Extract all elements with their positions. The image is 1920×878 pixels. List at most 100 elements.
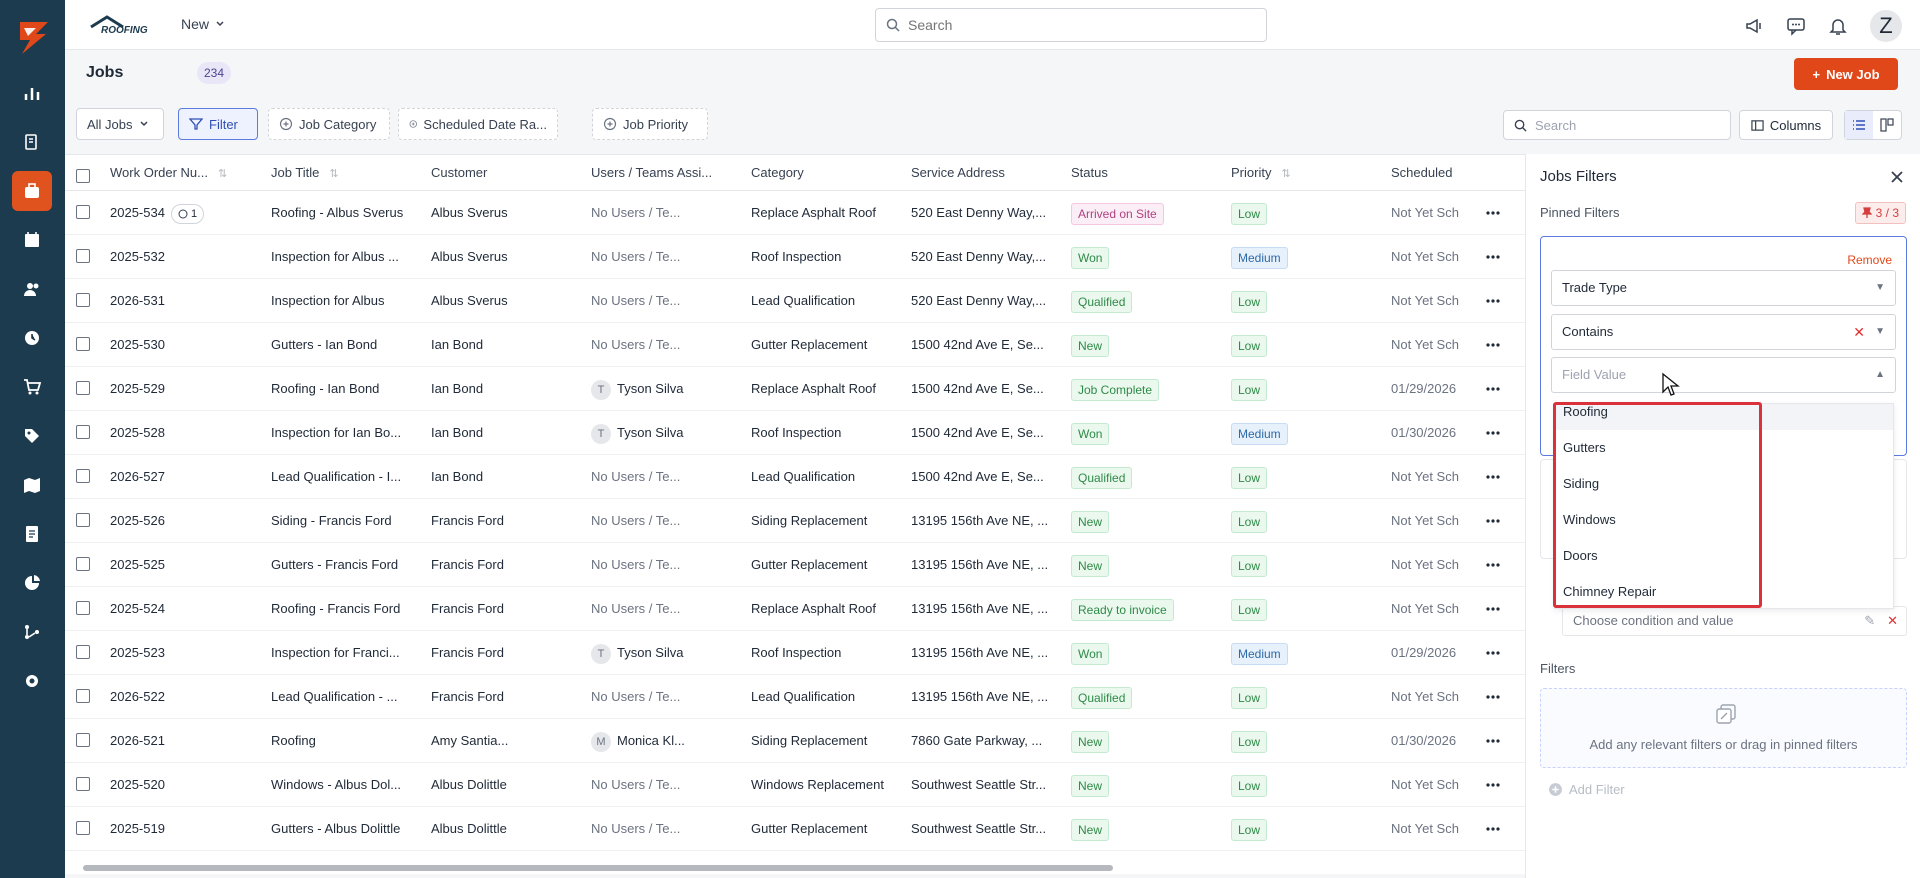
work-order-cell[interactable]: 2025-530	[110, 323, 260, 367]
customer-cell[interactable]: Amy Santia...	[431, 733, 509, 748]
dropdown-option[interactable]: Gutters	[1563, 440, 1606, 455]
rail-item-dashboard[interactable]	[12, 74, 52, 114]
job-title-cell[interactable]: Roofing - Ian Bond	[271, 381, 380, 396]
assigned-users-cell[interactable]: M Monica Kl...	[591, 719, 741, 763]
rail-item-cart[interactable]	[12, 367, 52, 407]
scheduled-date-filter-chip[interactable]: Scheduled Date Ra...	[398, 108, 558, 140]
row-checkbox[interactable]	[76, 557, 90, 571]
board-view-icon[interactable]	[1873, 111, 1901, 139]
row-actions-button[interactable]	[1483, 203, 1503, 223]
assigned-users-cell[interactable]: No Users / Te...	[591, 543, 741, 587]
customer-cell[interactable]: Albus Sverus	[431, 205, 508, 220]
table-row[interactable]: 2025-526 Siding - Francis Ford Francis For…	[65, 499, 1525, 543]
column-header[interactable]: Priority ⇅	[1231, 155, 1381, 191]
sort-icon[interactable]: ⇅	[218, 168, 228, 180]
assigned-users-cell[interactable]: T Tyson Silva	[591, 411, 741, 455]
customer-cell[interactable]: Francis Ford	[431, 645, 504, 660]
job-title-cell[interactable]: Siding - Francis Ford	[271, 513, 392, 528]
customer-cell[interactable]: Ian Bond	[431, 337, 484, 352]
assigned-users-cell[interactable]: No Users / Te...	[591, 763, 741, 807]
assigned-users-cell[interactable]: No Users / Te...	[591, 587, 741, 631]
column-header[interactable]: Service Address	[911, 155, 1061, 191]
clear-icon[interactable]: ✕	[1853, 324, 1865, 340]
job-title-cell[interactable]: Roofing - Francis Ford	[271, 601, 401, 616]
dropdown-option[interactable]: Windows	[1563, 512, 1616, 527]
work-order-cell[interactable]: 2025-524	[110, 587, 260, 631]
work-order-cell[interactable]: 2025-525	[110, 543, 260, 587]
row-checkbox[interactable]	[76, 205, 90, 219]
table-row[interactable]: 2025-523 Inspection for Franci... Francis …	[65, 631, 1525, 675]
condition-row[interactable]: Choose condition and value ✎ ✕	[1562, 606, 1907, 636]
table-row[interactable]: 2025-529 Roofing - Ian Bond Ian Bond T Tyson…	[65, 367, 1525, 411]
select-all-checkbox[interactable]	[76, 169, 90, 183]
work-order-cell[interactable]: 2025-523	[110, 631, 260, 675]
rail-item-jobs[interactable]	[12, 171, 52, 211]
assigned-users-cell[interactable]: No Users / Te...	[591, 807, 741, 851]
new-menu[interactable]: New	[181, 16, 225, 32]
filters-drop-zone[interactable]: Add any relevant filters or drag in pinn…	[1540, 688, 1907, 768]
assigned-users-cell[interactable]: No Users / Te...	[591, 323, 741, 367]
avatar[interactable]: Z	[1870, 10, 1902, 42]
row-actions-button[interactable]	[1483, 379, 1503, 399]
dropdown-option[interactable]: Doors	[1563, 548, 1598, 563]
table-row[interactable]: 2025-519 Gutters - Albus Dolittle Albus Do…	[65, 807, 1525, 851]
job-title-cell[interactable]: Roofing - Albus Sverus	[271, 205, 404, 220]
table-row[interactable]: 2025-534 1 Roofing - Albus Sverus Albus Sve…	[65, 191, 1525, 235]
row-checkbox[interactable]	[76, 249, 90, 263]
row-actions-button[interactable]	[1483, 643, 1503, 663]
job-priority-filter-chip[interactable]: Job Priority	[592, 108, 708, 140]
row-checkbox[interactable]	[76, 513, 90, 527]
job-title-cell[interactable]: Inspection for Franci...	[271, 645, 400, 660]
customer-cell[interactable]: Francis Ford	[431, 513, 504, 528]
row-checkbox[interactable]	[76, 337, 90, 351]
horizontal-scrollbar[interactable]	[65, 862, 1525, 874]
rail-item-invoice[interactable]	[12, 514, 52, 554]
close-icon[interactable]	[1888, 168, 1906, 186]
table-row[interactable]: 2025-525 Gutters - Francis Ford Francis Fo…	[65, 543, 1525, 587]
brand-logo[interactable]: ROOFING	[87, 13, 157, 35]
table-row[interactable]: 2025-524 Roofing - Francis Ford Francis Fo…	[65, 587, 1525, 631]
row-actions-button[interactable]	[1483, 819, 1503, 839]
job-title-cell[interactable]: Gutters - Francis Ford	[271, 557, 399, 572]
assigned-users-cell[interactable]: No Users / Te...	[591, 499, 741, 543]
add-filter-button[interactable]: Add Filter	[1548, 782, 1625, 797]
rail-item-customers[interactable]	[12, 269, 52, 309]
rail-item-timesheet[interactable]	[12, 318, 52, 358]
sort-icon[interactable]: ⇅	[329, 168, 339, 180]
row-checkbox[interactable]	[76, 469, 90, 483]
job-title-cell[interactable]: Lead Qualification - ...	[271, 689, 398, 704]
customer-cell[interactable]: Albus Sverus	[431, 249, 508, 264]
megaphone-icon[interactable]	[1744, 16, 1764, 36]
operator-select[interactable]: Contains ✕ ▼	[1551, 314, 1896, 350]
row-actions-button[interactable]	[1483, 335, 1503, 355]
table-row[interactable]: 2026-527 Lead Qualification - I... Ian Bon…	[65, 455, 1525, 499]
assigned-users-cell[interactable]: No Users / Te...	[591, 235, 741, 279]
job-title-cell[interactable]: Gutters - Albus Dolittle	[271, 821, 401, 836]
column-header[interactable]: Scheduled	[1391, 155, 1521, 191]
columns-button[interactable]: Columns	[1739, 110, 1833, 140]
row-checkbox[interactable]	[76, 381, 90, 395]
field-value-select[interactable]: Field Value ▲	[1551, 357, 1896, 393]
customer-cell[interactable]: Ian Bond	[431, 381, 484, 396]
delete-icon[interactable]: ✕	[1887, 613, 1898, 628]
job-title-cell[interactable]: Inspection for Albus ...	[271, 249, 399, 264]
scrollbar-thumb[interactable]	[83, 865, 1113, 871]
row-checkbox[interactable]	[76, 645, 90, 659]
row-actions-button[interactable]	[1483, 247, 1503, 267]
row-actions-button[interactable]	[1483, 599, 1503, 619]
rail-item-map[interactable]	[12, 465, 52, 505]
row-actions-button[interactable]	[1483, 423, 1503, 443]
all-jobs-dropdown[interactable]: All Jobs	[76, 108, 164, 140]
customer-cell[interactable]: Ian Bond	[431, 469, 484, 484]
rail-item-calendar[interactable]	[12, 220, 52, 260]
row-checkbox[interactable]	[76, 689, 90, 703]
bell-icon[interactable]	[1828, 16, 1848, 36]
work-order-cell[interactable]: 2025-519	[110, 807, 260, 851]
job-category-filter-chip[interactable]: Job Category	[268, 108, 390, 140]
work-order-cell[interactable]: 2025-532	[110, 235, 260, 279]
work-order-cell[interactable]: 2025-534 1	[110, 191, 260, 235]
work-order-cell[interactable]: 2025-528	[110, 411, 260, 455]
table-row[interactable]: 2025-520 Windows - Albus Dol... Albus Doli…	[65, 763, 1525, 807]
chat-icon[interactable]	[1786, 16, 1806, 36]
column-header[interactable]: Status	[1071, 155, 1221, 191]
